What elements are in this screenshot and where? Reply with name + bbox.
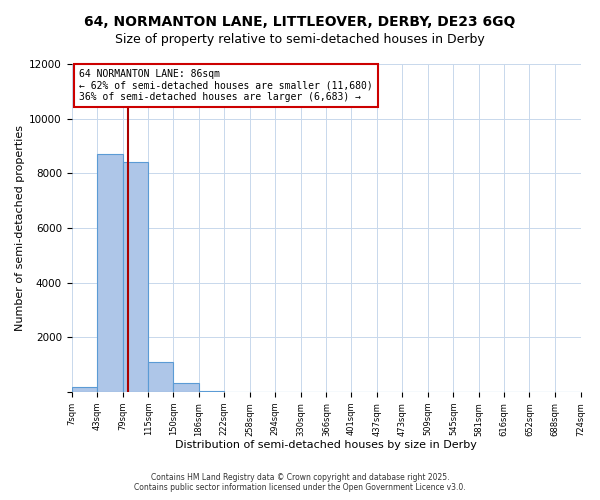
- Text: Contains HM Land Registry data © Crown copyright and database right 2025.
Contai: Contains HM Land Registry data © Crown c…: [134, 473, 466, 492]
- Text: 64 NORMANTON LANE: 86sqm
← 62% of semi-detached houses are smaller (11,680)
36% : 64 NORMANTON LANE: 86sqm ← 62% of semi-d…: [79, 69, 373, 102]
- Y-axis label: Number of semi-detached properties: Number of semi-detached properties: [15, 125, 25, 331]
- Bar: [199, 390, 224, 392]
- Bar: [148, 362, 173, 392]
- Text: 64, NORMANTON LANE, LITTLEOVER, DERBY, DE23 6GQ: 64, NORMANTON LANE, LITTLEOVER, DERBY, D…: [85, 15, 515, 29]
- X-axis label: Distribution of semi-detached houses by size in Derby: Distribution of semi-detached houses by …: [175, 440, 477, 450]
- Bar: [97, 154, 123, 392]
- Bar: [71, 386, 97, 392]
- Text: Size of property relative to semi-detached houses in Derby: Size of property relative to semi-detach…: [115, 32, 485, 46]
- Bar: [123, 162, 148, 392]
- Bar: [173, 384, 199, 392]
